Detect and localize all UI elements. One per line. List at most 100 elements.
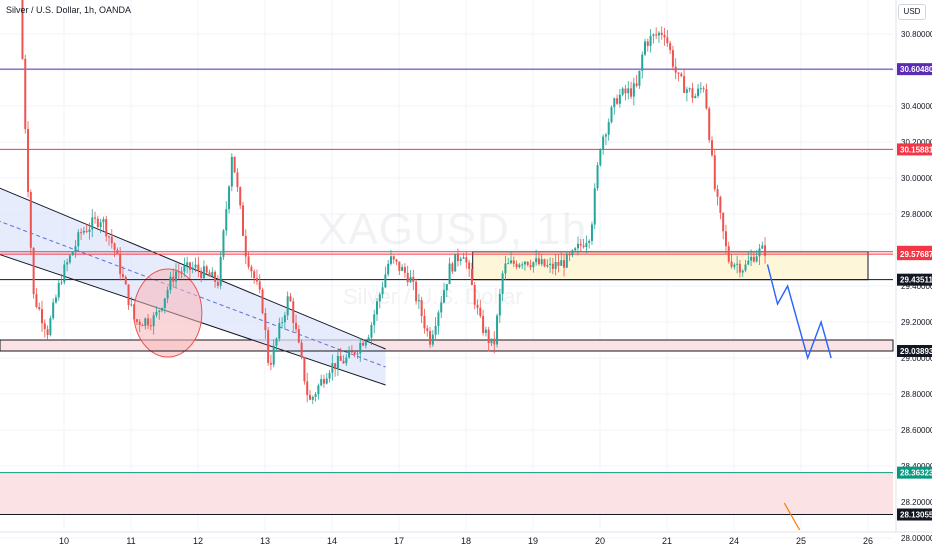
candle-body (618, 94, 621, 104)
level-tag (897, 273, 932, 286)
candle-body (518, 264, 521, 268)
candle-body (94, 217, 97, 219)
candle-body (571, 250, 574, 256)
candle-body (175, 271, 178, 282)
candle-body (253, 271, 256, 279)
candle-body (80, 232, 83, 234)
candle-body (177, 271, 180, 273)
candle-body (60, 282, 63, 284)
candle-body (599, 149, 602, 166)
candle-body (317, 385, 320, 395)
candle-body (183, 265, 186, 272)
candle-body (359, 342, 362, 354)
candle-body (381, 287, 384, 295)
candle-body (747, 260, 750, 265)
projection-path (766, 264, 832, 361)
candle-body (685, 89, 688, 93)
x-tick-label: 21 (662, 536, 672, 546)
candle-body (180, 271, 183, 273)
candle-body (476, 304, 479, 308)
candle-body (501, 273, 504, 294)
candle-body (415, 281, 418, 302)
y-tick-label: 29.40000 (901, 282, 932, 291)
channel-mid-line (0, 220, 386, 368)
candle-body (144, 318, 147, 326)
candle-body (437, 312, 440, 326)
channel-upper-line (0, 187, 386, 350)
y-tick-label: 30.00000 (901, 174, 932, 183)
y-tick-label: 28.40000 (901, 462, 932, 471)
candle-body (350, 351, 353, 353)
candle-body (339, 355, 342, 361)
level-tag-label: 30.15881 (900, 145, 932, 154)
candle-body (102, 219, 105, 223)
candle-body (334, 363, 337, 370)
candle-body (537, 258, 540, 265)
candle-body (147, 318, 150, 326)
candle-body (348, 351, 351, 358)
candle-body (325, 378, 328, 384)
candle-body (630, 88, 633, 97)
level-tag-label: 29.03893 (900, 347, 932, 356)
candle-body (105, 219, 108, 237)
candle-body (275, 338, 278, 346)
candle-body (309, 395, 312, 400)
candle-body (135, 319, 138, 322)
candle-body (417, 300, 420, 302)
candle-body (535, 258, 538, 263)
candle-body (138, 321, 141, 326)
candle-body (711, 140, 714, 156)
candle-body (24, 58, 27, 130)
candle-body (708, 108, 711, 141)
candle-body (652, 34, 655, 36)
chart-title: Silver / U.S. Dollar, 1h, OANDA (6, 5, 132, 15)
candle-body (602, 136, 605, 150)
candle-body (27, 129, 30, 193)
candle-body (688, 88, 691, 90)
candle-body (429, 331, 432, 345)
candle-body (440, 302, 443, 313)
candle-body (409, 276, 412, 283)
candle-body (671, 50, 674, 67)
candle-body (426, 328, 429, 332)
candle-body (38, 306, 41, 310)
x-tick-label: 12 (193, 536, 203, 546)
candle-body (644, 41, 647, 55)
candle-body (85, 230, 88, 232)
candle-body (507, 263, 510, 265)
candle-body (554, 261, 557, 269)
candle-body (392, 256, 395, 260)
candle-body (188, 262, 191, 270)
candle-body (738, 263, 741, 273)
candles (21, 0, 767, 405)
candle-body (258, 281, 261, 290)
candle-body (211, 271, 214, 277)
candle-body (755, 256, 758, 262)
candle-body (750, 256, 753, 261)
candle-body (303, 357, 306, 382)
candle-body (283, 315, 286, 323)
highlight-circle (133, 268, 203, 358)
candle-body (663, 34, 666, 38)
candle-body (216, 281, 219, 286)
candle-body (423, 316, 426, 329)
candle-body (367, 337, 370, 341)
candle-body (445, 284, 448, 291)
candle-body (546, 265, 549, 267)
candle-body (694, 96, 697, 98)
candle-body (621, 88, 624, 95)
candle-body (470, 268, 473, 286)
level-tag-label: 29.43511 (900, 276, 932, 285)
x-tick-label: 18 (461, 536, 471, 546)
candle-body (479, 307, 482, 316)
candle-body (370, 325, 373, 338)
candle-body (512, 260, 515, 264)
currency-button[interactable]: USD (898, 4, 926, 20)
candle-body (454, 253, 457, 272)
candle-body (353, 351, 356, 355)
candle-body (473, 285, 476, 305)
candle-body (110, 236, 113, 244)
candle-body (356, 353, 359, 355)
candle-body (345, 357, 348, 364)
